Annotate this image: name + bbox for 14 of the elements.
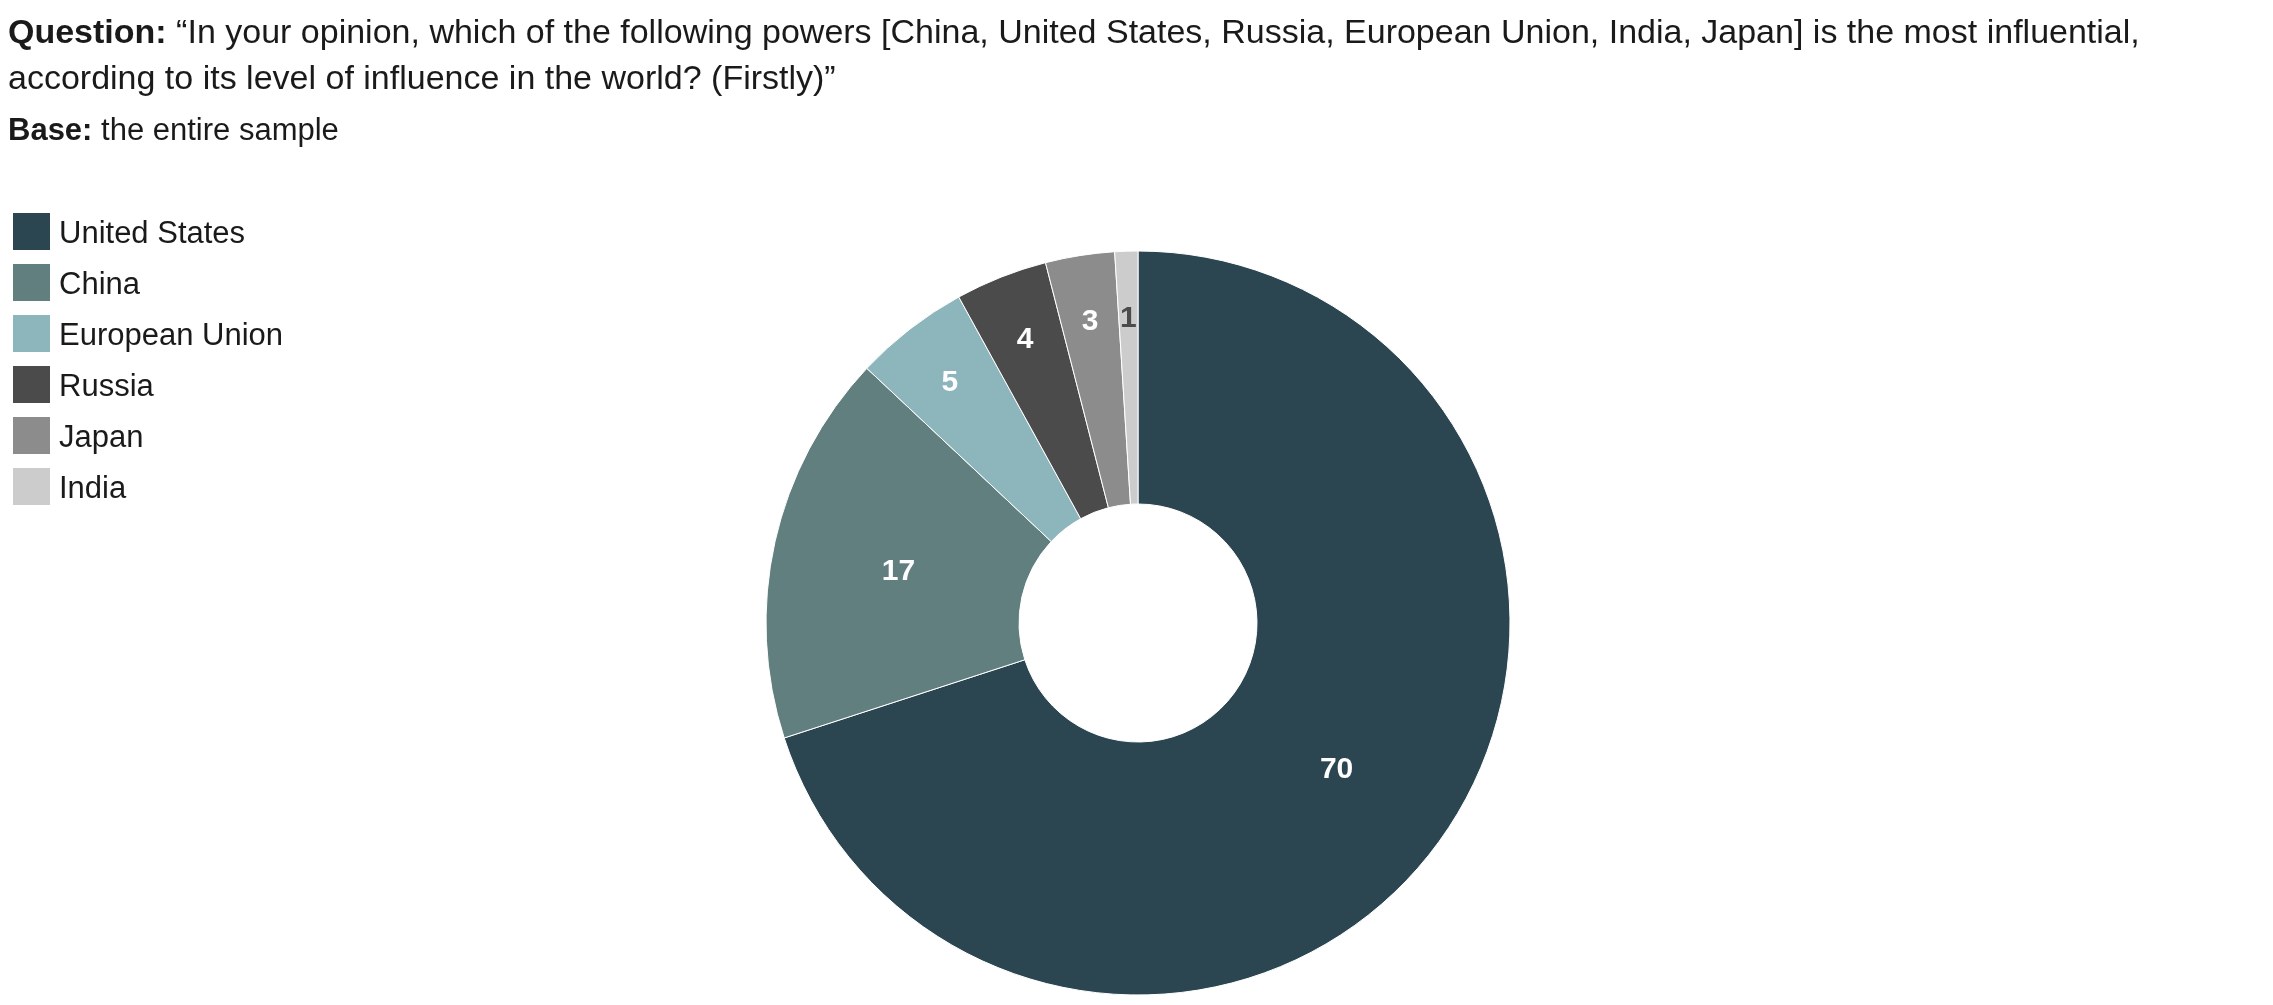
legend-label: China: [59, 265, 141, 301]
data-label: 5: [941, 363, 959, 397]
data-label: 3: [1081, 303, 1099, 337]
legend-label: Japan: [59, 418, 144, 454]
legend-label: United States: [59, 214, 246, 250]
chart-title: Question: “In your opinion, which of the following powers [China, United States, Russia, European Union, India, Japan] is the most influential, according to its level of influence in the world? (Firstly)”: [8, 11, 2141, 98]
legend-label: India: [59, 469, 127, 505]
legend-label: Russia: [59, 367, 155, 403]
data-label: 70: [1319, 750, 1354, 784]
data-label: 4: [1016, 321, 1034, 355]
data-label: 1: [1120, 299, 1137, 333]
data-label: 17: [881, 552, 916, 586]
chart-subtitle: Base: the entire sample: [8, 112, 340, 148]
legend-label: European Union: [59, 316, 284, 352]
